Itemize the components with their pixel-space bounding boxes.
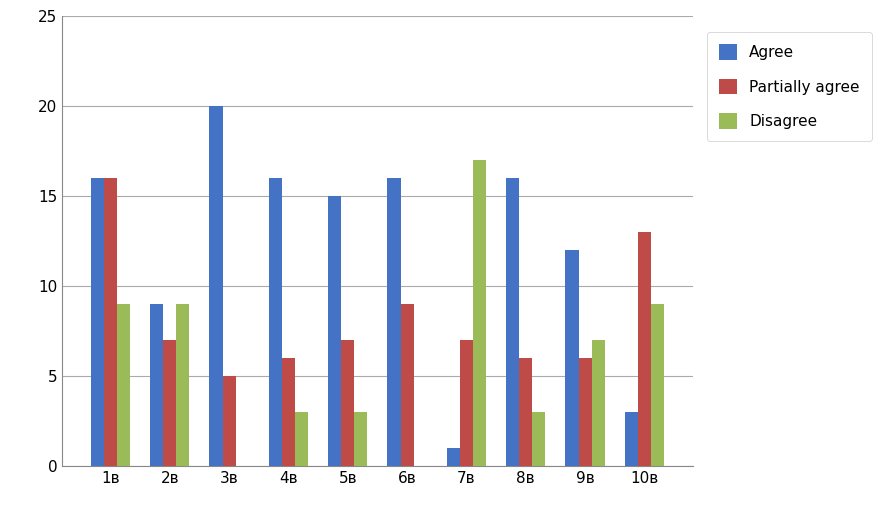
Bar — [387, 178, 400, 466]
Bar — [150, 304, 163, 466]
Bar — [473, 160, 486, 466]
Bar — [519, 358, 532, 466]
Bar — [506, 178, 519, 466]
Legend: Agree, Partially agree, Disagree: Agree, Partially agree, Disagree — [707, 32, 872, 141]
Bar — [460, 340, 473, 466]
Bar — [591, 340, 605, 466]
Bar — [566, 250, 579, 466]
Bar — [354, 412, 368, 466]
Bar — [651, 304, 664, 466]
Bar — [176, 304, 189, 466]
Bar — [117, 304, 130, 466]
Bar — [579, 358, 591, 466]
Bar — [329, 196, 341, 466]
Bar — [163, 340, 176, 466]
Bar — [104, 178, 117, 466]
Bar — [400, 304, 414, 466]
Bar — [341, 340, 354, 466]
Bar — [91, 178, 104, 466]
Bar — [210, 106, 223, 466]
Bar — [447, 448, 460, 466]
Bar — [532, 412, 545, 466]
Bar — [625, 412, 638, 466]
Bar — [281, 358, 295, 466]
Bar — [269, 178, 281, 466]
Bar — [638, 232, 651, 466]
Bar — [223, 376, 235, 466]
Bar — [295, 412, 308, 466]
